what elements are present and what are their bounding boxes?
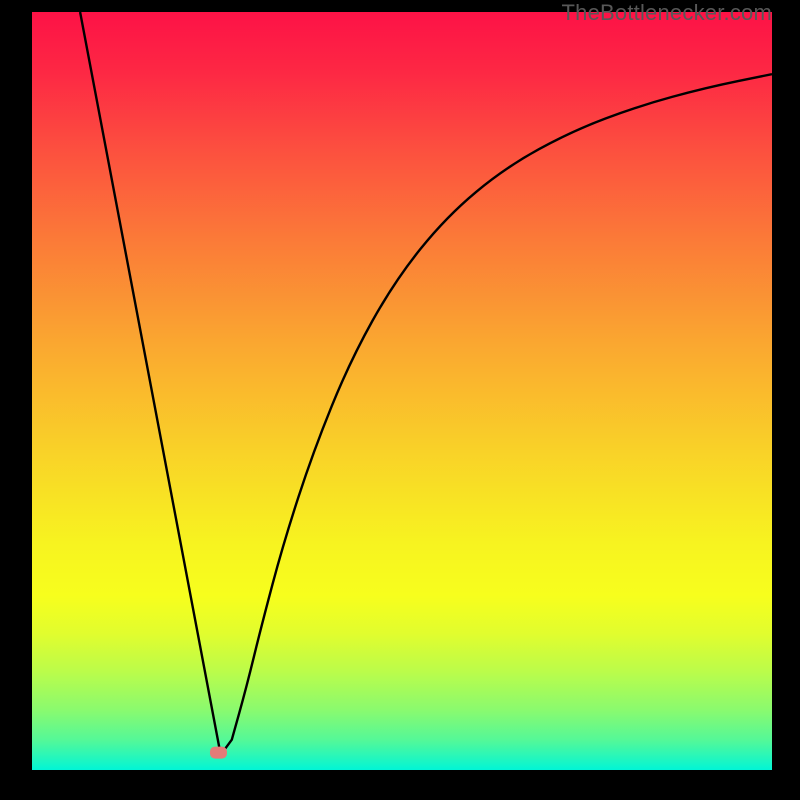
optimal-point-marker bbox=[210, 747, 227, 759]
figure-frame: TheBottlenecker.com bbox=[0, 0, 800, 800]
chart-svg bbox=[32, 12, 772, 770]
watermark-text: TheBottlenecker.com bbox=[562, 0, 772, 26]
plot-area bbox=[32, 12, 772, 770]
gradient-background bbox=[32, 12, 772, 770]
